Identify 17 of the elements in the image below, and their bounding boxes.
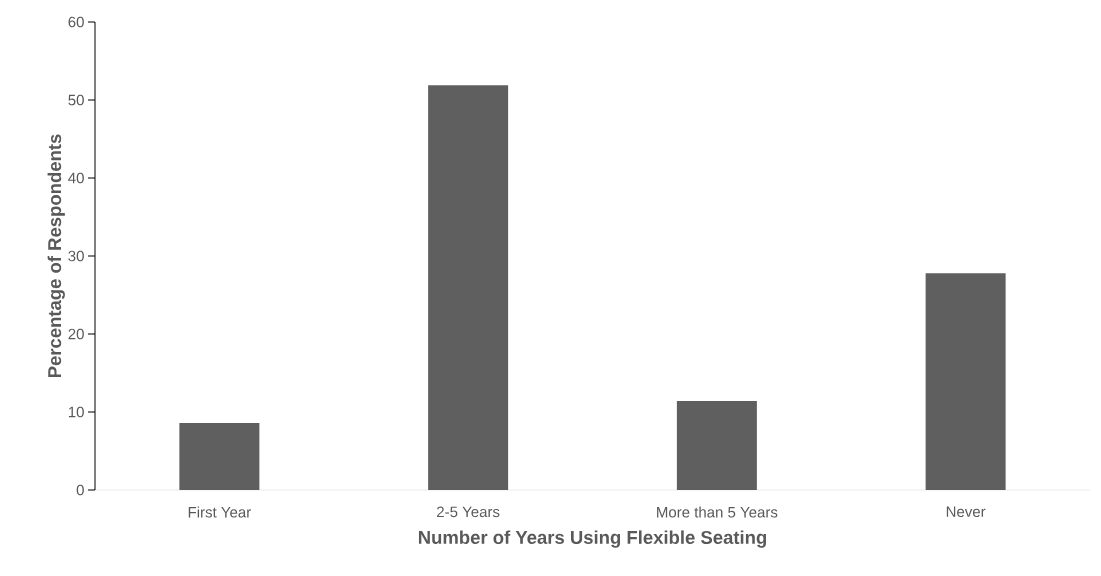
y-axis-title: Percentage of Respondents — [47, 134, 65, 378]
bar — [925, 273, 1006, 490]
x-tick-label: First Year — [188, 506, 251, 518]
y-tick-label: 30 — [68, 250, 84, 262]
x-axis-title: Number of Years Using Flexible Seating — [418, 530, 767, 548]
y-tick-label: 50 — [68, 94, 84, 106]
y-tick-label: 0 — [76, 484, 84, 496]
bar — [428, 85, 509, 490]
y-tick-label: 40 — [68, 172, 84, 184]
bar — [179, 422, 260, 490]
x-tick-label: 2-5 Years — [437, 506, 500, 518]
x-tick-label: More than 5 Years — [657, 506, 778, 518]
y-tick-label: 60 — [68, 16, 84, 28]
y-tick-label: 20 — [68, 328, 84, 340]
bar — [676, 401, 757, 490]
x-tick-label: Never — [946, 506, 986, 517]
y-tick-label: 10 — [68, 406, 84, 418]
